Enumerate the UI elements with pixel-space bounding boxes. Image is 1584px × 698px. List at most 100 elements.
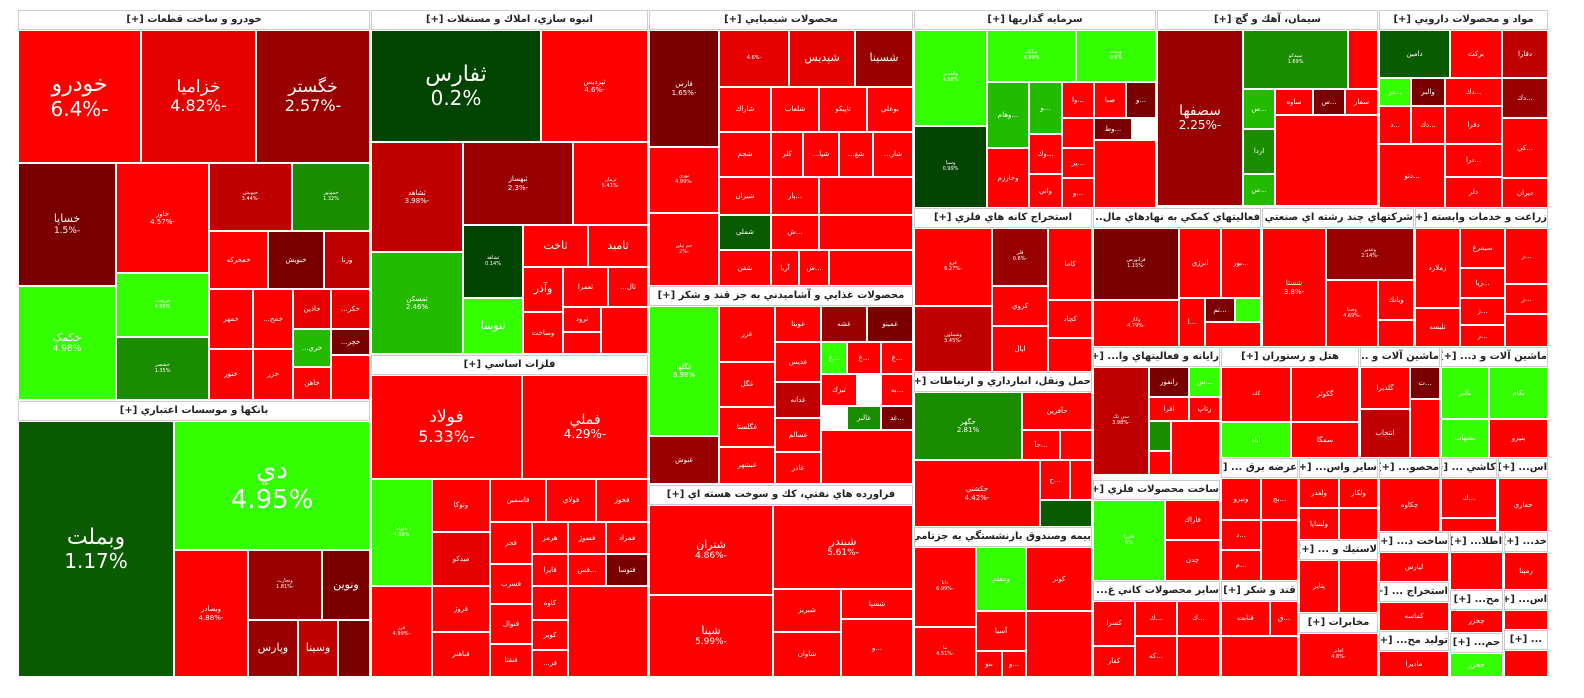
stock-tile[interactable]: ...ز — [1505, 284, 1548, 314]
stock-tile[interactable]: ...و — [1029, 82, 1062, 134]
stock-tile[interactable]: آريا — [771, 250, 799, 286]
stock-tile[interactable]: ...غ — [821, 342, 847, 374]
stock-tile[interactable]: وخارزم — [987, 148, 1029, 208]
stock-tile[interactable]: خاور -4.57% — [116, 163, 209, 273]
stock-tile[interactable]: ثنوسا — [463, 298, 523, 354]
stock-tile[interactable]: ...فس — [568, 554, 606, 586]
stock-tile[interactable]: نوری -4.99% — [649, 147, 719, 213]
sector-header[interactable]: خد... [+] — [1504, 532, 1548, 552]
stock-tile[interactable]: گلديرا — [1360, 367, 1410, 409]
stock-tile[interactable]: ...و — [1126, 82, 1156, 118]
stock-tile[interactable]: خکر... — [331, 289, 370, 329]
stock-tile[interactable]: ...و — [841, 619, 913, 677]
stock-tile[interactable]: غگلستا — [719, 407, 775, 447]
sector-header[interactable]: شركتهاي چند رشته اي صنعتي [+] — [1262, 208, 1414, 228]
stock-tile[interactable]: غسالم — [775, 418, 821, 452]
stock-tile[interactable] — [338, 620, 370, 677]
sector-header[interactable]: كاشي ... [+] — [1441, 458, 1497, 478]
stock-tile[interactable]: غالبر — [847, 406, 881, 430]
stock-tile[interactable]: ...وهام — [987, 82, 1029, 148]
stock-tile[interactable] — [1026, 611, 1092, 677]
stock-tile[interactable]: ...ت — [1410, 367, 1440, 399]
stock-tile[interactable]: گلند — [1221, 367, 1291, 422]
stock-tile[interactable]: آباد — [1221, 422, 1291, 458]
sector-header[interactable]: فراورده هاي نفتي، كك و سوخت هسته اي [+] — [649, 485, 913, 505]
stock-tile[interactable]: خاذین — [293, 289, 331, 329]
stock-tile[interactable]: فارس -1.65% — [649, 30, 719, 147]
stock-tile[interactable]: رمپنا — [1504, 552, 1548, 590]
stock-tile[interactable]: فلر -0.6% — [992, 228, 1048, 286]
stock-tile[interactable]: غویتا — [775, 306, 821, 342]
stock-tile[interactable]: حآفرين — [1022, 392, 1092, 430]
stock-tile[interactable]: ...ك — [1441, 478, 1497, 518]
stock-tile[interactable]: وبصادر -4.88% — [174, 550, 248, 677]
stock-tile[interactable]: ...حآ — [1022, 430, 1060, 460]
stock-tile[interactable]: فروژ — [432, 586, 490, 632]
stock-tile[interactable] — [1410, 399, 1440, 458]
stock-tile[interactable]: غدانه — [775, 382, 821, 418]
stock-tile[interactable]: بنيرو — [1489, 419, 1548, 458]
sector-header[interactable]: ساخت محصولات فلزي [+] — [1093, 480, 1220, 500]
stock-tile[interactable]: خچر... — [331, 329, 370, 355]
stock-tile[interactable]: ما -4.51% — [914, 627, 976, 677]
stock-tile[interactable]: وکار -4.79% — [1093, 300, 1179, 347]
stock-tile[interactable]: خري... — [293, 329, 331, 367]
stock-tile[interactable]: پتاير — [1299, 560, 1339, 613]
stock-tile[interactable]: هرمز — [532, 522, 568, 554]
stock-tile[interactable]: کویر — [532, 620, 568, 650]
stock-tile[interactable]: ...وك — [1029, 134, 1062, 174]
stock-tile[interactable]: ونوین — [322, 550, 370, 620]
stock-tile[interactable]: وشملون -3.45% — [914, 306, 992, 372]
sector-header[interactable]: اس... [+] — [1498, 458, 1548, 478]
stock-tile[interactable]: ...و — [1062, 178, 1094, 208]
sector-header[interactable]: مح... [+] — [1450, 590, 1503, 610]
stock-tile[interactable]: وبانك — [1378, 280, 1414, 320]
sector-header[interactable]: لاستيك و ... [+] — [1299, 540, 1378, 560]
stock-tile[interactable]: خکمک 4.98% — [18, 286, 116, 400]
stock-tile[interactable]: حكشتي -4.42% — [914, 460, 1040, 527]
sector-header[interactable]: سيمان، آهك و گچ [+] — [1157, 10, 1378, 30]
stock-tile[interactable]: ...در — [1379, 78, 1411, 106]
stock-tile[interactable]: تبرك — [821, 374, 857, 406]
stock-tile[interactable]: ثشاهد 0.14% — [463, 225, 523, 298]
stock-tile[interactable]: ...پر — [1062, 148, 1094, 178]
stock-tile[interactable]: كلر — [771, 132, 803, 177]
stock-tile[interactable]: ...ش — [799, 250, 829, 286]
stock-tile[interactable] — [1378, 320, 1414, 347]
stock-tile[interactable]: شستا -3.8% — [1262, 228, 1326, 347]
stock-tile[interactable]: دلر — [1445, 177, 1502, 208]
stock-tile[interactable]: فجر — [490, 522, 532, 564]
stock-tile[interactable]: غگلها 6.98% — [649, 306, 719, 436]
stock-tile[interactable]: سمگا — [1291, 422, 1359, 458]
stock-tile[interactable]: ...س — [1189, 367, 1220, 397]
stock-tile[interactable]: ...دتو — [1379, 144, 1445, 208]
stock-tile[interactable]: مادیرا — [1379, 651, 1449, 677]
stock-tile[interactable]: ثال... — [608, 267, 648, 307]
stock-tile[interactable]: خمحرکه — [209, 231, 268, 289]
stock-tile[interactable]: دامین — [1379, 30, 1450, 78]
stock-tile[interactable]: شتران -4.86% — [649, 505, 773, 595]
stock-tile[interactable]: ورنا — [324, 231, 370, 289]
stock-tile[interactable]: ثبهساز -2.3% — [463, 142, 573, 225]
sector-header[interactable]: مواد و محصولات دارويي [+] — [1379, 10, 1548, 30]
stock-tile[interactable] — [1275, 115, 1378, 206]
stock-tile[interactable]: فولاي — [546, 479, 596, 522]
stock-tile[interactable]: گكوثر — [1291, 367, 1359, 422]
stock-tile[interactable]: آسيا — [976, 611, 1026, 651]
stock-tile[interactable]: رانفور — [1149, 367, 1189, 397]
stock-tile[interactable]: ثشاهد -3.98% — [371, 142, 463, 252]
stock-tile[interactable]: اردا — [1243, 129, 1275, 174]
stock-tile[interactable]: ...وا — [1062, 82, 1094, 118]
stock-tile[interactable]: فرو -6.27% — [914, 228, 992, 306]
sector-header[interactable]: انبوه سازي، املاك و مستغلات [+] — [371, 10, 648, 30]
stock-tile[interactable]: ومعلم — [976, 547, 1026, 611]
stock-tile[interactable]: وپارس — [248, 620, 298, 677]
stock-tile[interactable]: ولساپا — [1299, 508, 1339, 540]
stock-tile[interactable]: ...د — [1221, 520, 1261, 550]
stock-tile[interactable]: کاوه — [532, 586, 568, 620]
sector-header[interactable]: ساخت د... [+] — [1379, 532, 1449, 552]
stock-tile[interactable]: غاذر — [775, 452, 821, 484]
stock-tile[interactable]: سفار — [1345, 89, 1378, 115]
stock-tile[interactable]: وسپا 0.99% — [914, 126, 987, 208]
stock-tile[interactable]: خساپا -1.5% — [18, 163, 116, 286]
